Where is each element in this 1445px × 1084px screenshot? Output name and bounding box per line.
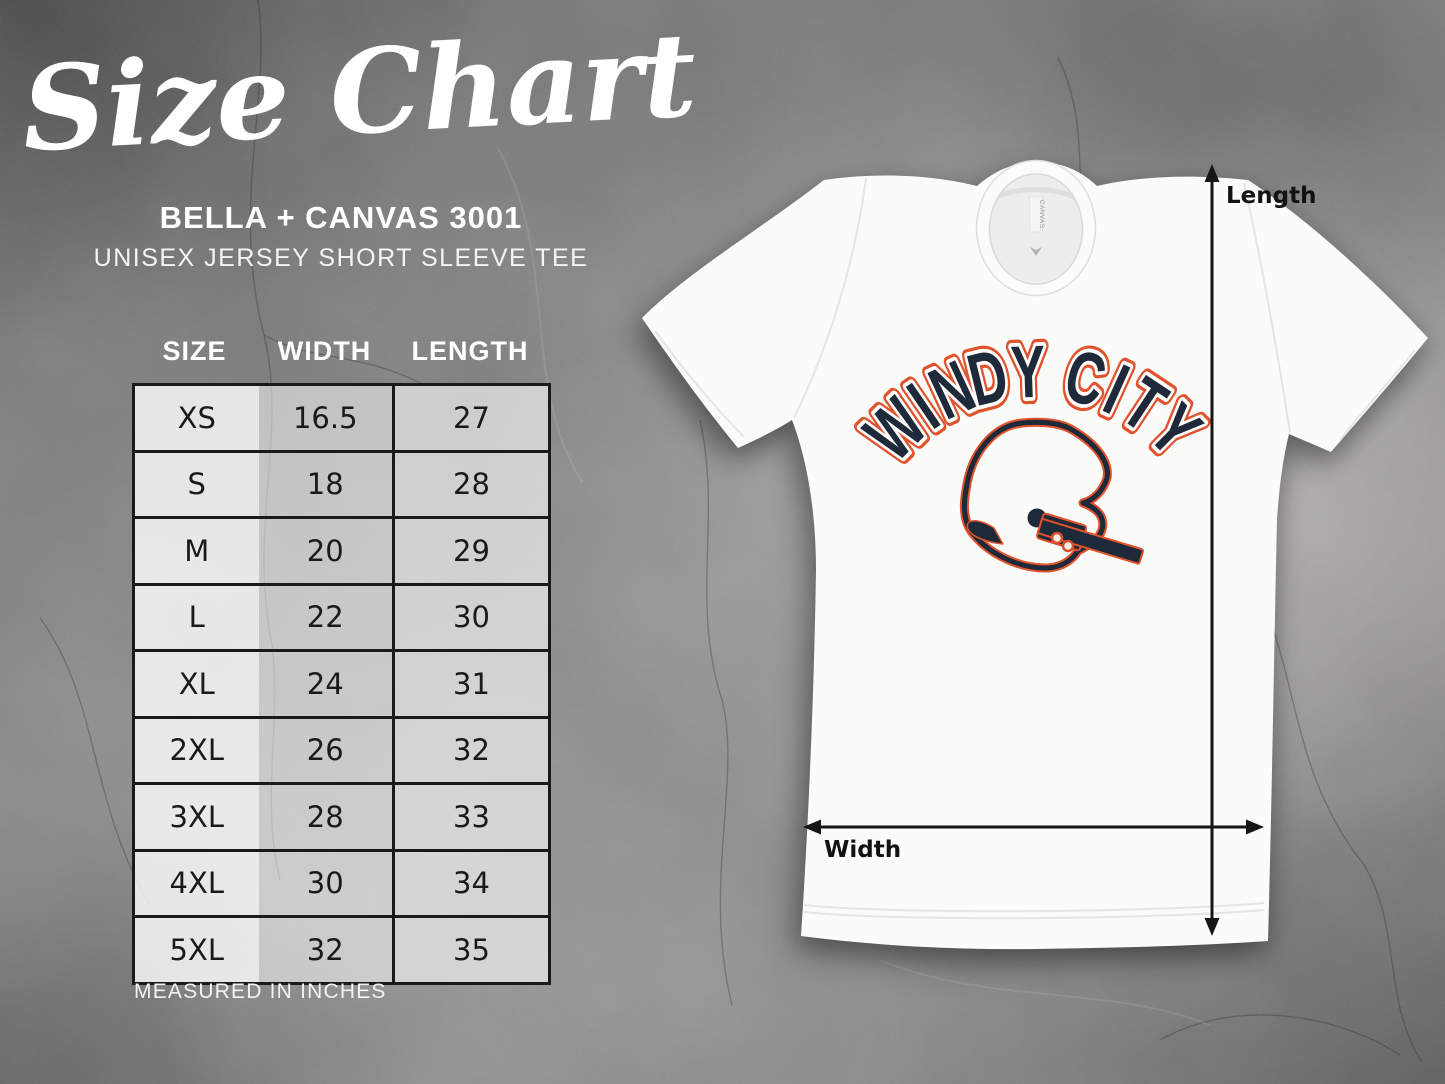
neck-label-text: CANVAS. bbox=[1038, 200, 1045, 231]
size-table: XS 16.5 27 S 18 28 M 20 29 L 22 30 XL 24 31 2XL 26 32 3XL 2… bbox=[132, 383, 551, 985]
helmet-facemask-bar bbox=[1036, 512, 1145, 565]
cell-width: 16.5 bbox=[258, 383, 394, 453]
table-row: S 18 28 bbox=[132, 449, 551, 519]
cell-length: 32 bbox=[392, 715, 551, 785]
svg-text:Y: Y bbox=[1009, 329, 1046, 414]
brand-name: BELLA + CANVAS 3001 bbox=[159, 200, 523, 235]
cell-length: 27 bbox=[392, 383, 551, 453]
width-label: Width bbox=[824, 837, 901, 863]
table-row: L 22 30 bbox=[132, 582, 551, 652]
arrow-right-icon bbox=[1246, 819, 1264, 835]
neck-label-logo-icon bbox=[1030, 247, 1042, 256]
cell-size: 5XL bbox=[132, 915, 259, 985]
table-row: M 20 29 bbox=[132, 516, 551, 586]
cell-width: 20 bbox=[258, 516, 394, 586]
cell-size: XL bbox=[132, 649, 259, 719]
table-row: XS 16.5 27 bbox=[132, 383, 551, 453]
cell-width: 26 bbox=[258, 715, 394, 785]
cell-length: 28 bbox=[392, 449, 551, 519]
cell-length: 31 bbox=[392, 649, 551, 719]
table-row: XL 24 31 bbox=[132, 649, 551, 719]
cell-width: 18 bbox=[258, 449, 394, 519]
table-footnote: MEASURED IN INCHES bbox=[134, 980, 387, 1003]
arrow-left-icon bbox=[803, 819, 821, 835]
column-header-size: SIZE bbox=[162, 336, 227, 366]
tshirt-collar: CANVAS. bbox=[975, 159, 1097, 297]
cell-length: 29 bbox=[392, 516, 551, 586]
cell-length: 34 bbox=[392, 848, 551, 918]
column-header-width: WIDTH bbox=[277, 336, 372, 366]
cell-length: 30 bbox=[392, 582, 551, 652]
cell-length: 33 bbox=[392, 782, 551, 852]
product-name: UNISEX JERSEY SHORT SLEEVE TEE bbox=[93, 244, 589, 272]
neck-label bbox=[1029, 196, 1043, 233]
cell-width: 32 bbox=[258, 915, 394, 985]
tshirt-seams bbox=[654, 177, 1416, 920]
table-row: 3XL 28 33 bbox=[132, 782, 551, 852]
table-row: 2XL 26 32 bbox=[132, 715, 551, 785]
arrow-down-icon bbox=[1204, 918, 1220, 936]
table-row: 5XL 32 35 bbox=[132, 915, 551, 985]
tshirt-graphic bbox=[642, 162, 1428, 950]
cell-size: 3XL bbox=[132, 782, 259, 852]
facemask-rivet bbox=[1050, 531, 1064, 545]
table-row: 4XL 30 34 bbox=[132, 848, 551, 918]
cell-size: 4XL bbox=[132, 848, 259, 918]
length-label: Length bbox=[1226, 183, 1316, 209]
size-table-body: XS 16.5 27 S 18 28 M 20 29 L 22 30 XL 24 31 2XL 26 32 3XL 2… bbox=[132, 383, 551, 985]
football-helmet-icon bbox=[959, 417, 1145, 573]
svg-text:Y: Y bbox=[1009, 329, 1046, 414]
cell-size: 2XL bbox=[132, 715, 259, 785]
length-arrow: Length bbox=[1204, 164, 1316, 936]
column-header-length: LENGTH bbox=[411, 336, 529, 366]
svg-text:Y: Y bbox=[1009, 329, 1046, 414]
cell-size: L bbox=[132, 582, 259, 652]
arrow-up-icon bbox=[1204, 164, 1220, 182]
tshirt-body bbox=[642, 162, 1428, 950]
cell-length: 35 bbox=[392, 915, 551, 985]
helmet-snap bbox=[966, 520, 1004, 545]
width-arrow: Width bbox=[803, 819, 1264, 863]
size-table-header: SIZE WIDTH LENGTH bbox=[132, 336, 548, 367]
cell-size: S bbox=[132, 449, 259, 519]
cell-width: 24 bbox=[258, 649, 394, 719]
cell-width: 28 bbox=[258, 782, 394, 852]
facemask-rivet bbox=[1061, 539, 1075, 553]
cell-width: 30 bbox=[258, 848, 394, 918]
cell-size: XS bbox=[132, 383, 259, 453]
cell-width: 22 bbox=[258, 582, 394, 652]
cell-size: M bbox=[132, 516, 259, 586]
